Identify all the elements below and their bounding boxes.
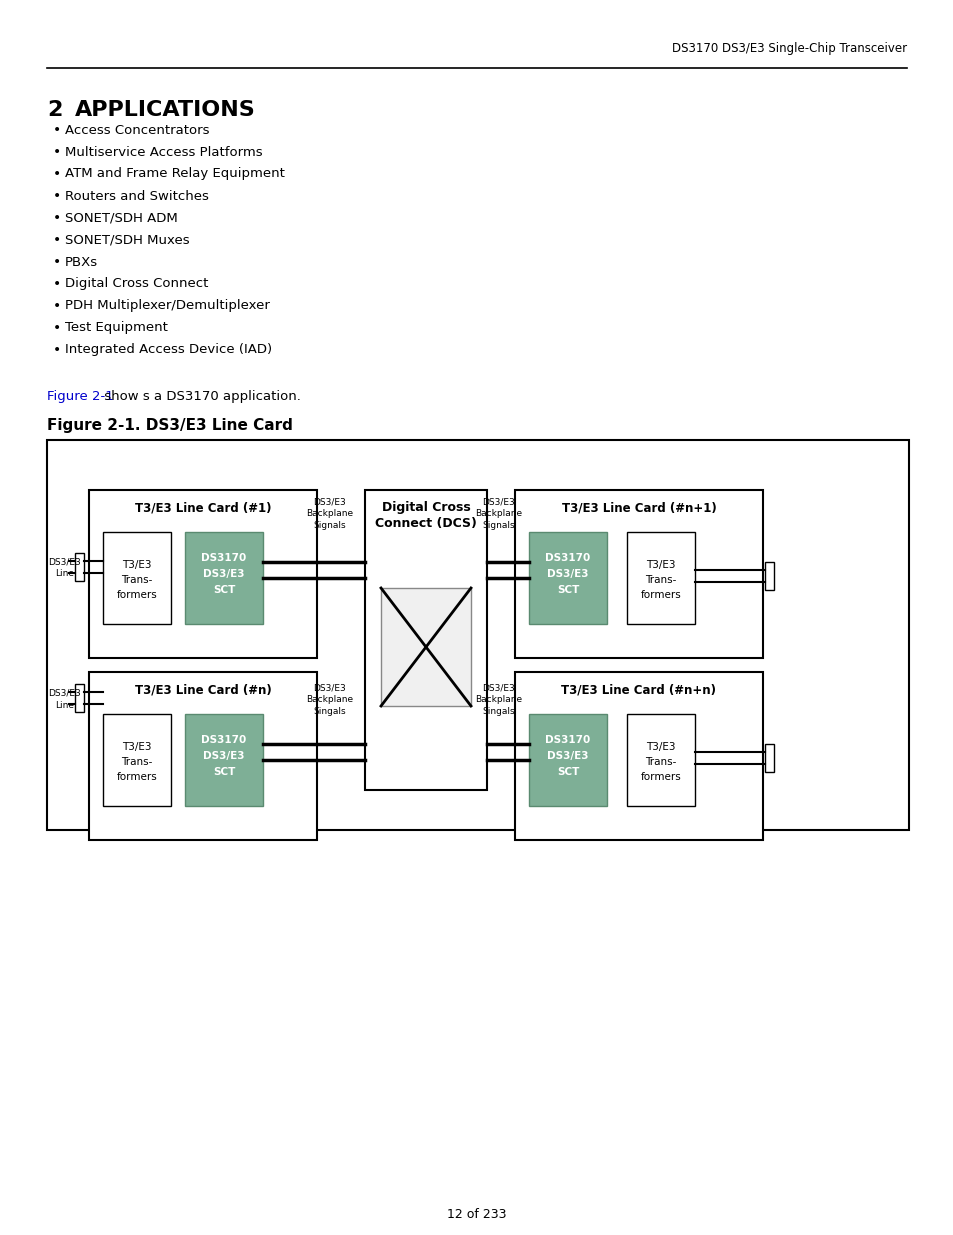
Text: SONET/SDH Muxes: SONET/SDH Muxes <box>65 233 190 247</box>
Text: Digital Cross: Digital Cross <box>381 501 470 515</box>
Text: Signals: Signals <box>482 521 515 531</box>
Text: •: • <box>52 343 61 357</box>
Text: Singals: Singals <box>314 708 346 716</box>
Bar <box>515 672 762 840</box>
Text: T3/E3: T3/E3 <box>645 559 675 571</box>
Text: Trans-: Trans- <box>121 576 152 585</box>
Text: 12 of 233: 12 of 233 <box>447 1209 506 1221</box>
Text: •: • <box>52 321 61 335</box>
Bar <box>103 714 171 806</box>
Text: PDH Multiplexer/Demultiplexer: PDH Multiplexer/Demultiplexer <box>65 300 270 312</box>
Text: Singals: Singals <box>482 708 515 716</box>
Text: DS3/E3: DS3/E3 <box>49 557 81 567</box>
Bar <box>89 490 316 658</box>
Bar <box>89 672 316 840</box>
Text: •: • <box>52 254 61 269</box>
Bar <box>75 684 84 713</box>
Text: SCT: SCT <box>213 767 235 777</box>
Text: DS3/E3: DS3/E3 <box>203 569 245 579</box>
Text: Backplane: Backplane <box>475 510 522 519</box>
Text: DS3170: DS3170 <box>201 553 247 563</box>
Text: DS3/E3: DS3/E3 <box>203 751 245 761</box>
Text: •: • <box>52 277 61 291</box>
Text: Connect (DCS): Connect (DCS) <box>375 516 476 530</box>
Bar <box>529 714 606 806</box>
Text: Backplane: Backplane <box>306 510 354 519</box>
Text: show s a DS3170 application.: show s a DS3170 application. <box>100 390 300 403</box>
Text: •: • <box>52 167 61 182</box>
Bar <box>515 490 762 658</box>
Text: Routers and Switches: Routers and Switches <box>65 189 209 203</box>
Text: DS3/E3: DS3/E3 <box>547 751 588 761</box>
Bar <box>626 714 695 806</box>
Text: Trans-: Trans- <box>121 757 152 767</box>
Text: Trans-: Trans- <box>644 576 676 585</box>
Bar <box>47 440 908 830</box>
Bar <box>764 562 773 590</box>
Text: Backplane: Backplane <box>306 695 354 704</box>
Bar <box>75 553 84 580</box>
Text: •: • <box>52 299 61 312</box>
Text: T3/E3 Line Card (#1): T3/E3 Line Card (#1) <box>134 501 271 515</box>
Text: Signals: Signals <box>314 521 346 531</box>
Text: DS3/E3: DS3/E3 <box>49 688 81 698</box>
Text: T3/E3: T3/E3 <box>122 742 152 752</box>
Text: T3/E3 Line Card (#n+n): T3/E3 Line Card (#n+n) <box>561 683 716 697</box>
Text: •: • <box>52 233 61 247</box>
Text: DS3/E3: DS3/E3 <box>314 498 346 506</box>
Text: DS3/E3: DS3/E3 <box>314 683 346 693</box>
Text: formers: formers <box>116 772 157 782</box>
Bar <box>365 490 486 790</box>
Bar <box>103 532 171 624</box>
Text: DS3/E3: DS3/E3 <box>547 569 588 579</box>
Text: SONET/SDH ADM: SONET/SDH ADM <box>65 211 177 225</box>
Text: DS3170: DS3170 <box>545 735 590 745</box>
Text: DS3170: DS3170 <box>201 735 247 745</box>
Text: formers: formers <box>116 590 157 600</box>
Bar <box>529 532 606 624</box>
Bar <box>764 743 773 772</box>
Text: Integrated Access Device (IAD): Integrated Access Device (IAD) <box>65 343 272 357</box>
Text: •: • <box>52 189 61 203</box>
Text: Access Concentrators: Access Concentrators <box>65 124 210 137</box>
Text: Digital Cross Connect: Digital Cross Connect <box>65 278 208 290</box>
Bar <box>185 532 263 624</box>
Text: SCT: SCT <box>557 585 578 595</box>
Text: Figure 2-1. DS3/E3 Line Card: Figure 2-1. DS3/E3 Line Card <box>47 417 293 433</box>
Text: ATM and Frame Relay Equipment: ATM and Frame Relay Equipment <box>65 168 285 180</box>
Text: APPLICATIONS: APPLICATIONS <box>75 100 255 120</box>
Text: Test Equipment: Test Equipment <box>65 321 168 335</box>
Text: T3/E3 Line Card (#n+1): T3/E3 Line Card (#n+1) <box>561 501 716 515</box>
Text: DS3/E3: DS3/E3 <box>482 498 515 506</box>
Text: T3/E3 Line Card (#n): T3/E3 Line Card (#n) <box>134 683 271 697</box>
Text: DS3/E3: DS3/E3 <box>482 683 515 693</box>
Text: SCT: SCT <box>557 767 578 777</box>
Text: formers: formers <box>640 772 680 782</box>
Bar <box>185 714 263 806</box>
Text: Line: Line <box>55 569 74 578</box>
Bar <box>626 532 695 624</box>
Text: Trans-: Trans- <box>644 757 676 767</box>
Text: Line: Line <box>55 700 74 709</box>
Text: T3/E3: T3/E3 <box>645 742 675 752</box>
Text: Multiservice Access Platforms: Multiservice Access Platforms <box>65 146 262 158</box>
Text: •: • <box>52 144 61 159</box>
Text: formers: formers <box>640 590 680 600</box>
Text: Backplane: Backplane <box>475 695 522 704</box>
Text: SCT: SCT <box>213 585 235 595</box>
Text: 2: 2 <box>47 100 62 120</box>
Text: Figure 2-1: Figure 2-1 <box>47 390 113 403</box>
Text: •: • <box>52 211 61 225</box>
Text: DS3170 DS3/E3 Single-Chip Transceiver: DS3170 DS3/E3 Single-Chip Transceiver <box>671 42 906 56</box>
Bar <box>380 588 471 706</box>
Text: T3/E3: T3/E3 <box>122 559 152 571</box>
Text: DS3170: DS3170 <box>545 553 590 563</box>
Text: PBXs: PBXs <box>65 256 98 268</box>
Text: •: • <box>52 124 61 137</box>
